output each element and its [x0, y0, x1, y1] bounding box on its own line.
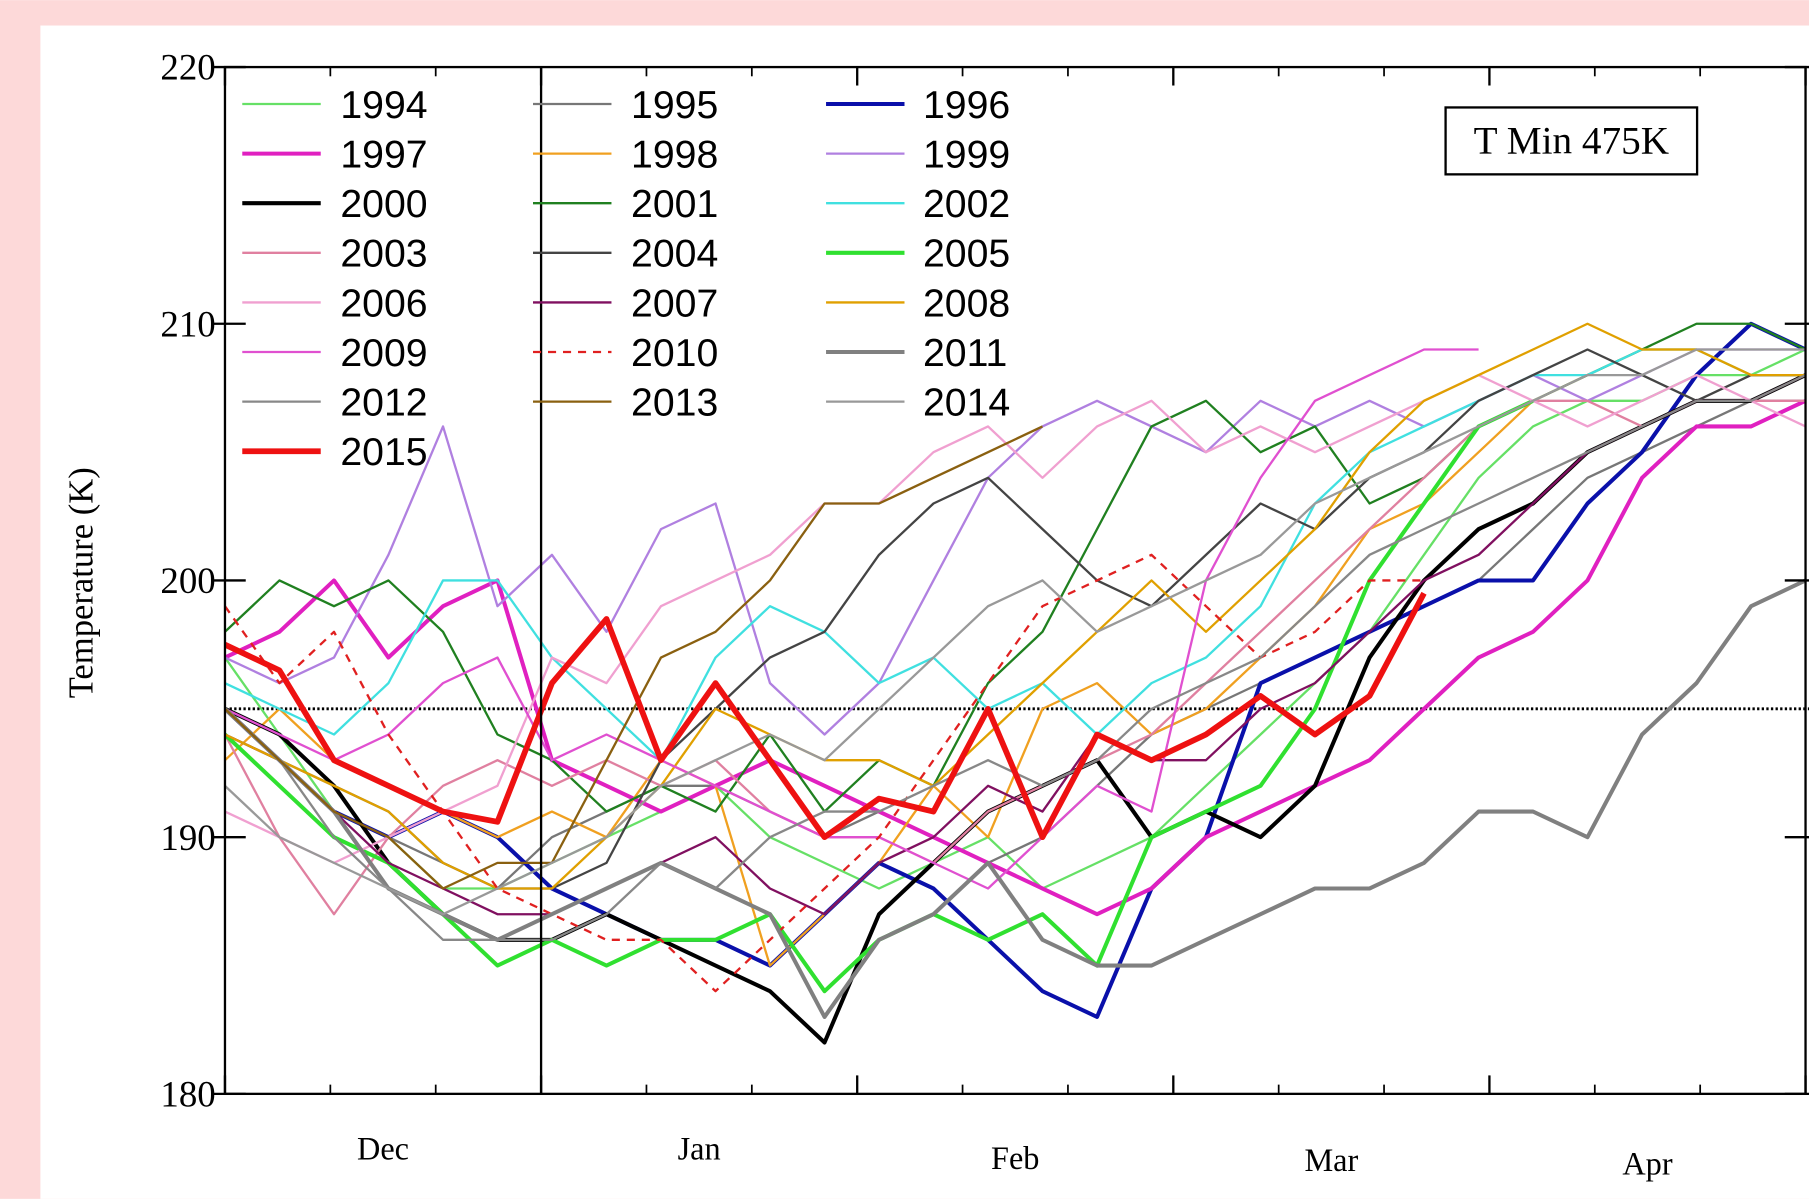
legend-label: 1997: [340, 132, 427, 176]
annotation-box: [1444, 106, 1699, 176]
legend-label: 2010: [631, 331, 718, 375]
legend-label: 2004: [631, 232, 718, 276]
legend-label: 2011: [923, 331, 1007, 375]
legend-label: 1996: [923, 83, 1010, 127]
chart-background: [40, 25, 1809, 1199]
y-axis-label: Temperature (K): [62, 467, 100, 698]
series-line: [224, 591, 1427, 841]
legend-label: 1998: [631, 132, 718, 176]
legend-label: 1994: [340, 83, 427, 127]
legend-label: 2000: [340, 182, 427, 226]
legend-label: 2008: [923, 281, 1010, 325]
axis-layer: 180 190 200 210 220 Dec Jan Feb Mar Apr 1994 1995 19…: [160, 47, 1809, 1182]
y-tick-label: 190: [160, 817, 215, 858]
series-line: [224, 373, 1807, 865]
series-line: [224, 578, 1807, 1019]
y-tick-label: 200: [160, 560, 215, 601]
series-line: [224, 425, 1043, 890]
x-tick-label: Dec: [357, 1131, 409, 1167]
legend-label: 2013: [631, 380, 718, 424]
legend-label: 2006: [340, 281, 427, 325]
series-line: [224, 348, 1806, 916]
series-line: [224, 322, 1806, 890]
series-layer: [224, 321, 1809, 1045]
x-tick-label: Mar: [1304, 1142, 1358, 1178]
series-line: [224, 348, 1806, 762]
y-tick-label: 220: [160, 47, 215, 88]
legend-label: 2009: [340, 331, 427, 375]
y-tick-label: 210: [160, 303, 215, 344]
legend-label: 2015: [340, 430, 427, 474]
x-tick-label: Apr: [1622, 1146, 1672, 1182]
annotation: T Min 475K: [1474, 120, 1669, 163]
legend-label: 2014: [923, 380, 1010, 424]
legend-label: 2005: [923, 232, 1010, 276]
series-line: [224, 374, 1807, 916]
x-tick-label: Jan: [678, 1131, 721, 1167]
series-line: [224, 553, 1425, 993]
legend-label: 1999: [923, 132, 1010, 176]
legend-label: 2012: [340, 380, 427, 424]
series-line: [224, 348, 1479, 890]
legend-label: 2002: [923, 182, 1010, 226]
x-tick-label: Feb: [991, 1140, 1039, 1176]
legend-label: 2007: [631, 281, 718, 325]
legend-label: 2001: [631, 182, 718, 226]
y-tick-label: 180: [160, 1074, 215, 1115]
series-line: [224, 399, 1807, 917]
legend-label: 1995: [631, 83, 718, 127]
legend-label: 2003: [340, 232, 427, 276]
